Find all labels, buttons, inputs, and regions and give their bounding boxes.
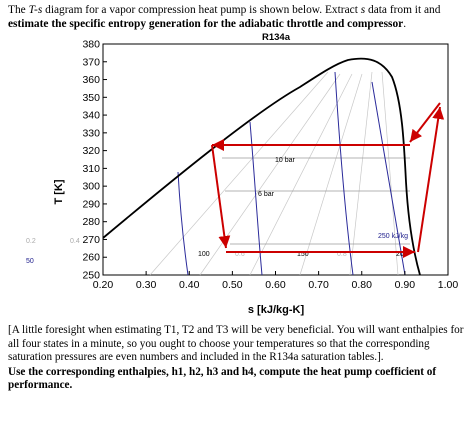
isenthalp-label-100: 100 [198,251,210,258]
quality-label-0-6: 0.6 [235,251,245,258]
cycle-throttle [211,144,231,249]
y-tick-label: 340 [82,110,100,122]
y-tick-label: 250 [82,270,100,282]
x-tick-label: 1.00 [438,279,459,291]
foresight-paragraph: [A little foresight when estimating T1, … [8,324,470,393]
y-tick-label: 360 [82,74,100,86]
y-axis: 250 260 270 280 290 300 310 320 330 340 350 360 370 3… [82,39,107,282]
y-tick-label: 280 [82,216,100,228]
heat-pump-cycle [211,102,445,258]
quality-label-0-2: 0.2 [26,238,36,245]
isenthalp-lines [177,71,406,276]
isobar-label-10bar: 10 bar [275,157,296,164]
x-tick-label: 0.90 [395,279,416,291]
y-tick-label: 320 [82,145,100,157]
x-tick-label: 0.60 [265,279,286,291]
y-tick-label: 380 [82,39,100,51]
chart-title: R134a [262,32,291,43]
y-tick-label: 370 [82,56,100,68]
y-tick-label: 260 [82,252,100,264]
intro-paragraph: The T-s diagram for a vapor compression … [8,4,441,30]
isenthalp-label-200: 200 [396,251,408,258]
y-tick-label: 350 [82,92,100,104]
ts-diagram: R134a 10 bar 6 bar 100 150 200 250 kJ/kg… [26,32,459,316]
y-tick-label: 290 [82,198,100,210]
isenthalp-label-250: 250 kJ/kg [378,233,408,240]
x-axis: 0.20 0.30 0.40 0.50 0.60 0.70 0.80 0.90 1.00 [93,271,459,291]
isobar-lines [222,157,410,245]
cycle-compressor [417,106,445,253]
quality-label-0-8: 0.8 [337,251,347,258]
foresight-text: [A little foresight when estimating T1, … [8,324,464,364]
x-tick-label: 0.50 [222,279,243,291]
y-tick-label: 270 [82,234,100,246]
x-tick-label: 0.70 [308,279,329,291]
x-tick-label: 0.30 [136,279,157,291]
x-tick-label: 0.40 [179,279,200,291]
x-axis-title: s [kJ/kg-K] [248,304,305,316]
y-tick-label: 310 [82,163,100,175]
left-margin-label: 50 [26,258,34,265]
isobar-label-6bar: 6 bar [258,191,275,198]
saturation-dome [102,57,421,276]
y-axis-title: T [K] [53,179,65,204]
intro-bold-task: estimate the specific entropy generation… [8,18,404,30]
cop-question: Use the corresponding enthalpies, h1, h2… [8,365,437,392]
y-tick-label: 330 [82,127,100,139]
x-tick-label: 0.80 [352,279,373,291]
quality-label-0-4: 0.4 [70,238,80,245]
x-tick-label: 0.20 [93,279,114,291]
y-tick-label: 300 [82,181,100,193]
isenthalp-label-150: 150 [297,251,309,258]
